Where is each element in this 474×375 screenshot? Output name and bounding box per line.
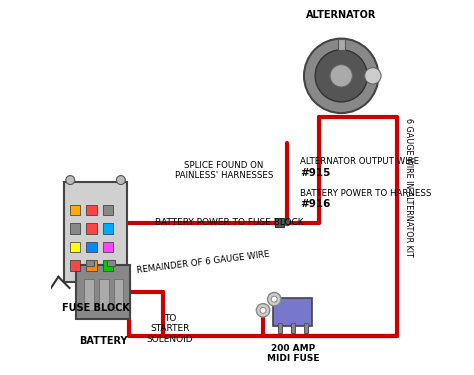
Circle shape [271,296,277,302]
FancyBboxPatch shape [64,182,127,282]
Text: BATTERY POWER TO HARNESS: BATTERY POWER TO HARNESS [300,189,432,198]
Bar [70,205,80,215]
Text: BATTERY POWER TO FUSE BLOCK: BATTERY POWER TO FUSE BLOCK [155,218,304,227]
Bar [114,279,123,310]
Bar [70,261,80,271]
Circle shape [304,39,378,113]
Bar [99,279,109,310]
Bar [278,323,282,333]
Bar [84,279,94,310]
Bar [86,223,97,234]
Text: REMAINDER OF 6 GAUGE WIRE: REMAINDER OF 6 GAUGE WIRE [137,249,271,274]
Text: ALTERNATOR OUTPUT WIRE: ALTERNATOR OUTPUT WIRE [300,157,419,166]
Text: 200 AMP
MIDI FUSE: 200 AMP MIDI FUSE [266,344,319,363]
Circle shape [315,50,367,102]
Bar [304,323,308,333]
Bar [86,260,94,266]
Circle shape [66,176,75,184]
Text: ALTERNATOR: ALTERNATOR [306,10,376,20]
Circle shape [256,304,270,317]
Bar [70,223,80,234]
Circle shape [330,64,352,87]
Text: FUSE BLOCK: FUSE BLOCK [62,303,129,313]
Bar [103,242,113,252]
Text: TO
STARTER
SOLENOID: TO STARTER SOLENOID [146,314,193,344]
FancyBboxPatch shape [76,264,130,319]
Bar [107,260,115,266]
Bar [86,242,97,252]
Text: #915: #915 [300,168,331,178]
Bar [103,205,113,215]
FancyBboxPatch shape [273,298,312,326]
Circle shape [284,220,290,226]
Bar [337,39,345,50]
FancyBboxPatch shape [275,218,284,227]
Text: 6 GAUGE WIRE IN ALTERNATOR KIT: 6 GAUGE WIRE IN ALTERNATOR KIT [404,118,413,257]
Bar [70,242,80,252]
Circle shape [267,292,281,306]
Circle shape [117,176,125,184]
Bar [86,205,97,215]
Circle shape [260,308,266,313]
Text: SPLICE FOUND ON
PAINLESS' HARNESSES: SPLICE FOUND ON PAINLESS' HARNESSES [175,161,273,180]
Bar [86,261,97,271]
Text: BATTERY: BATTERY [79,336,127,346]
Circle shape [365,68,381,84]
Bar [291,323,295,333]
Text: #916: #916 [300,199,331,209]
Bar [103,261,113,271]
Bar [103,223,113,234]
